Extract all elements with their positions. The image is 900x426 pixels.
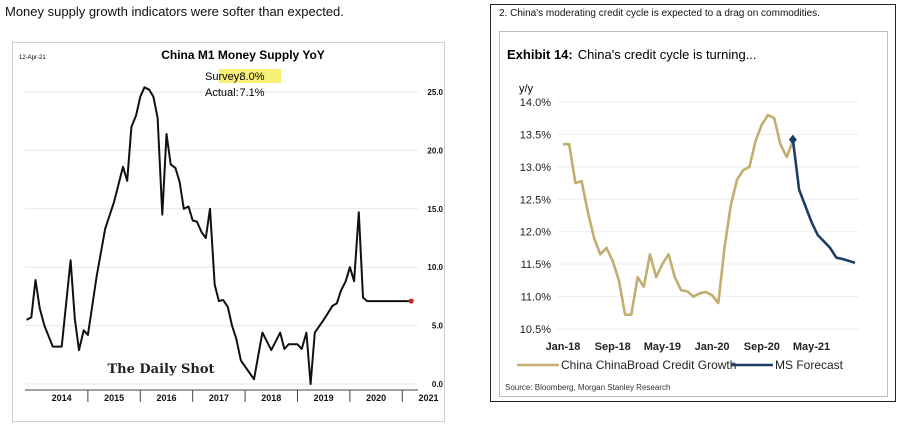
credit-y-ticks: 14.0% 13.5% 13.0% 12.5% 12.0% 11.5% 11.0% 10.5% xyxy=(520,97,551,336)
credit-gridlines xyxy=(557,101,859,330)
m1-y-tick-label: 15.0 xyxy=(427,205,443,214)
credit-x-tick-label: May-19 xyxy=(644,341,681,353)
m1-latest-point xyxy=(408,298,414,304)
credit-y-tick-label: 11.0% xyxy=(521,292,552,304)
m1-y-tick-label: 25.0 xyxy=(427,88,443,97)
survey-value: 8.0% xyxy=(239,71,264,83)
m1-y-tick-label: 5.0 xyxy=(432,322,444,331)
forecast-start-marker xyxy=(788,134,797,145)
survey-label: Survey: xyxy=(205,71,242,83)
credit-x-tick-label: Jan-18 xyxy=(546,341,581,353)
credit-y-tick-label: 11.5% xyxy=(521,259,552,271)
daily-shot-watermark: The Daily Shot xyxy=(107,362,214,377)
exhibit-title: China's credit cycle is turning... xyxy=(578,47,757,62)
credit-forecast-line xyxy=(791,139,856,265)
m1-x-tick-label: 2020 xyxy=(366,393,386,403)
date-tag: 12-Apr-21 xyxy=(19,55,46,61)
page-headline: Money supply growth indicators were soft… xyxy=(5,4,344,19)
credit-x-tick-label: Sep-18 xyxy=(595,341,631,353)
m1-chart-panel: 12-Apr-21 China M1 Money Supply YoY 25.0… xyxy=(12,42,445,422)
actual-value: 7.1% xyxy=(239,87,264,99)
credit-y-label: y/y xyxy=(519,83,534,95)
m1-y-ticks: 25.0 20.0 15.0 10.0 5.0 0.0 xyxy=(427,88,443,389)
m1-y-tick-label: 0.0 xyxy=(432,380,444,389)
m1-y-tick-label: 20.0 xyxy=(427,146,443,155)
credit-series xyxy=(563,113,856,317)
credit-chart: Exhibit 14: China's credit cycle is turni… xyxy=(505,47,859,392)
credit-y-tick-label: 10.5% xyxy=(520,324,551,336)
credit-chart-frame xyxy=(499,31,888,397)
credit-x-ticks: Jan-18 Sep-18 May-19 Jan-20 Sep-20 May-21 xyxy=(546,341,831,353)
m1-x-tick-label: 2018 xyxy=(261,393,281,403)
credit-history-line xyxy=(563,113,795,317)
credit-x-tick-label: Sep-20 xyxy=(744,341,780,353)
source-note: Source: Bloomberg, Morgan Stanley Resear… xyxy=(505,383,670,392)
m1-gridlines xyxy=(25,91,418,385)
m1-chart: 12-Apr-21 China M1 Money Supply YoY 25.0… xyxy=(19,48,444,403)
credit-y-tick-label: 12.0% xyxy=(520,227,551,239)
m1-x-ticks: 2014 2015 2016 2017 2018 2019 2020 2021 xyxy=(25,389,438,403)
credit-caption: 2. China's moderating credit cycle is ex… xyxy=(499,8,820,19)
m1-line xyxy=(26,86,412,385)
m1-chart-title: China M1 Money Supply YoY xyxy=(161,48,325,62)
svg-text:Exhibit 14:China's credit cycl: Exhibit 14: China's credit cycle is turni… xyxy=(507,47,757,62)
credit-chart-panel: 2. China's moderating credit cycle is ex… xyxy=(490,4,896,402)
credit-y-tick-label: 13.0% xyxy=(520,162,551,174)
credit-legend: China ChinaBroad Credit Growth MS Forecas… xyxy=(517,358,844,372)
legend-forecast-label: MS Forecast xyxy=(775,358,844,372)
legend-history-label: China ChinaBroad Credit Growth xyxy=(561,358,736,372)
credit-y-tick-label: 13.5% xyxy=(520,129,551,141)
credit-x-tick-label: May-21 xyxy=(793,341,830,353)
credit-x-tick-label: Jan-20 xyxy=(695,341,730,353)
m1-x-tick-label: 2017 xyxy=(209,393,229,403)
credit-y-tick-label: 14.0% xyxy=(520,97,551,109)
m1-x-tick-label: 2014 xyxy=(52,393,72,403)
actual-label: Actual: xyxy=(205,87,239,99)
m1-x-tick-label: 2016 xyxy=(156,393,176,403)
survey-highlight xyxy=(219,69,281,83)
m1-y-tick-label: 10.0 xyxy=(427,263,443,272)
m1-x-tick-label: 2021 xyxy=(418,393,438,403)
m1-series xyxy=(26,86,414,385)
exhibit-label: Exhibit 14: xyxy=(507,47,573,62)
m1-x-tick-label: 2019 xyxy=(314,393,334,403)
m1-x-tick-label: 2015 xyxy=(104,393,124,403)
credit-y-tick-label: 12.5% xyxy=(520,194,551,206)
